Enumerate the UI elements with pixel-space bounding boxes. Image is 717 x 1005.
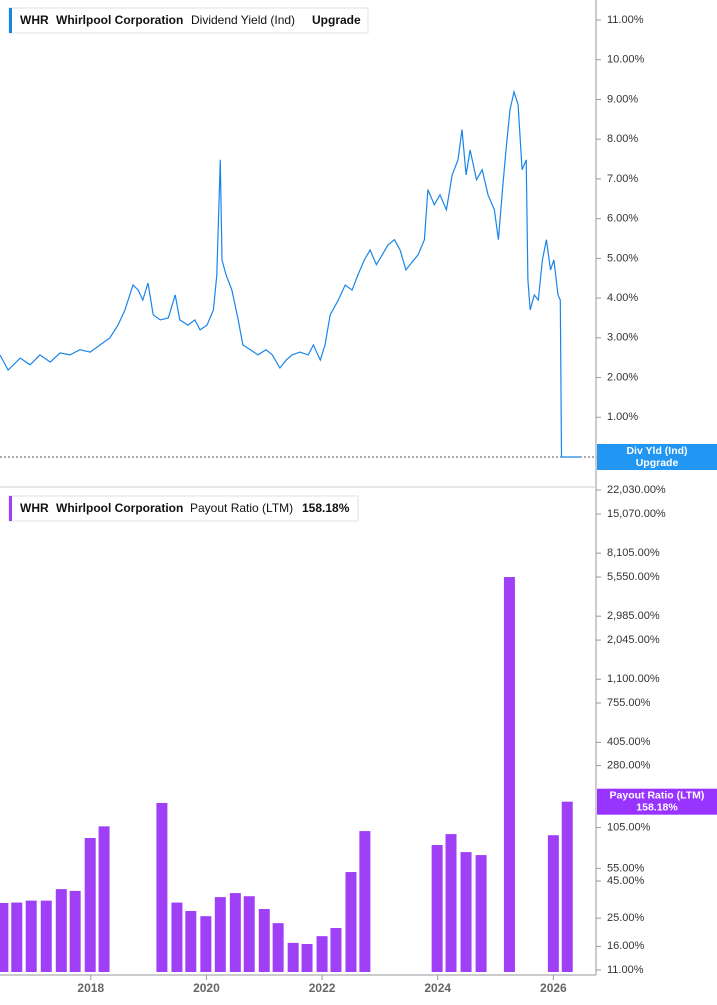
- y-tick-label: 3.00%: [607, 332, 638, 344]
- y-tick-label: 6.00%: [607, 213, 638, 225]
- plot-layer: 0.00%1.00%2.00%3.00%4.00%5.00%6.00%7.00%…: [0, 14, 666, 995]
- bar: [229, 893, 241, 972]
- bar: [431, 845, 443, 972]
- y-tick-label: 25.00%: [607, 912, 645, 924]
- bar: [503, 577, 515, 972]
- legend-swatch: [9, 8, 12, 33]
- y-tick-label: 2,045.00%: [607, 634, 660, 646]
- bar: [98, 826, 110, 972]
- bar: [345, 872, 357, 972]
- value-tag: [597, 444, 717, 470]
- bar: [25, 900, 37, 972]
- y-tick-label: 4.00%: [607, 292, 638, 304]
- bar: [258, 909, 270, 972]
- y-tick-label: 8,105.00%: [607, 547, 660, 559]
- legend-metric: Dividend Yield (Ind): [191, 13, 295, 27]
- y-tick-label: 11.00%: [607, 14, 644, 26]
- bar: [156, 802, 168, 972]
- y-tick-label: 5,550.00%: [607, 571, 660, 583]
- value-tag-title: Div Yld (Ind): [626, 445, 687, 457]
- bar: [460, 852, 472, 972]
- y-tick-label: 45.00%: [607, 875, 645, 887]
- y-tick-label: 1.00%: [607, 411, 638, 423]
- y-tick-label: 755.00%: [607, 697, 651, 709]
- bar: [84, 837, 96, 972]
- y-tick-label: 16.00%: [607, 940, 645, 952]
- bar: [547, 835, 559, 972]
- y-tick-label: 280.00%: [607, 760, 651, 772]
- bar: [475, 855, 487, 972]
- bar: [185, 911, 197, 972]
- legend-value: 158.18%: [302, 501, 350, 515]
- bar: [243, 896, 255, 972]
- y-tick-label: 10.00%: [607, 54, 645, 66]
- y-tick-label: 55.00%: [607, 862, 645, 874]
- x-tick-label: 2024: [424, 981, 451, 995]
- x-tick-label: 2026: [540, 981, 567, 995]
- y-tick-label: 5.00%: [607, 252, 638, 264]
- x-tick-label: 2020: [193, 981, 220, 995]
- value-tag: [597, 788, 717, 815]
- bar: [214, 897, 226, 972]
- legend-ticker: WHR: [20, 501, 49, 515]
- bar: [287, 942, 299, 972]
- bar: [55, 889, 67, 972]
- x-tick-label: 2018: [77, 981, 104, 995]
- bar: [0, 902, 9, 972]
- bar: [359, 831, 371, 972]
- y-tick-label: 405.00%: [607, 736, 651, 748]
- legend-ticker: WHR: [20, 13, 49, 27]
- bar: [11, 902, 23, 972]
- bar: [272, 923, 284, 972]
- value-tag-action: Upgrade: [636, 457, 679, 469]
- legend-metric: Payout Ratio (LTM): [190, 501, 293, 515]
- legend-upgrade[interactable]: Upgrade: [312, 13, 361, 27]
- legend-swatch: [9, 496, 12, 521]
- bar: [316, 936, 328, 972]
- bar: [445, 834, 457, 972]
- x-tick-label: 2022: [309, 981, 336, 995]
- y-tick-label: 105.00%: [607, 821, 651, 833]
- y-tick-label: 7.00%: [607, 173, 638, 185]
- value-tag-value: 158.18%: [636, 801, 678, 813]
- yield-line: [0, 89, 580, 458]
- y-tick-label: 2,985.00%: [607, 610, 660, 622]
- y-tick-label: 11.00%: [607, 964, 644, 976]
- y-tick-label: 22,030.00%: [607, 484, 666, 496]
- legend-company: Whirlpool Corporation: [56, 501, 183, 515]
- bar: [301, 944, 313, 972]
- y-tick-label: 9.00%: [607, 93, 638, 105]
- bar: [330, 927, 342, 972]
- bar: [69, 890, 81, 972]
- y-tick-label: 1,100.00%: [607, 673, 660, 685]
- value-tag-title: Payout Ratio (LTM): [610, 789, 705, 801]
- y-tick-label: 2.00%: [607, 371, 638, 383]
- legend-box: [8, 7, 369, 34]
- legend-company: Whirlpool Corporation: [56, 13, 183, 27]
- legend-box: [8, 495, 359, 522]
- bar: [561, 801, 573, 972]
- bar: [200, 916, 212, 972]
- y-tick-label: 8.00%: [607, 133, 638, 145]
- bar: [171, 902, 183, 972]
- bar: [40, 900, 52, 972]
- y-tick-label: 15,070.00%: [607, 508, 666, 520]
